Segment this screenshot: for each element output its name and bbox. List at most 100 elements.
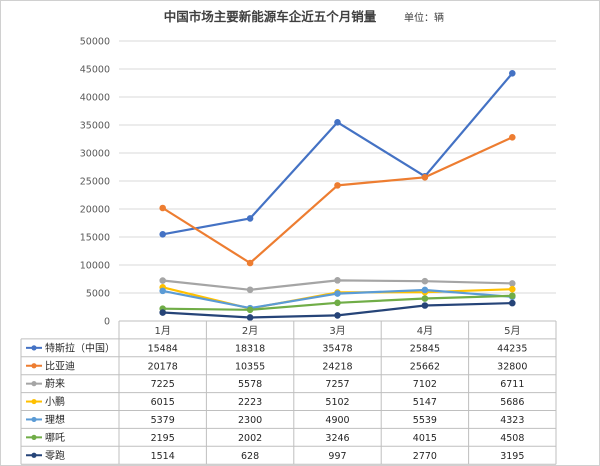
series-5-point-3: [421, 295, 429, 302]
data-label-1-4: 32800: [497, 361, 527, 372]
data-label-6-2: 997: [328, 451, 346, 462]
data-label-4-1: 2300: [238, 415, 262, 426]
series-group: [159, 69, 516, 321]
y-tick-label-5: 25000: [80, 177, 110, 188]
series-5-point-1: [246, 306, 254, 314]
series-6-point-4: [509, 299, 516, 307]
data-label-2-2: 7257: [325, 379, 349, 390]
y-tick-label-8: 40000: [80, 93, 110, 104]
series-1-point-0: [159, 204, 166, 212]
y-tick-label-1: 5000: [86, 289, 110, 300]
data-label-0-0: 15484: [148, 343, 178, 354]
series-0-point-4: [509, 69, 516, 77]
series-1-point-4: [509, 134, 516, 141]
series-0-point-1: [246, 215, 254, 222]
legend-label-1: 比亚迪: [45, 360, 75, 372]
data-label-5-3: 4015: [413, 433, 437, 444]
series-5-point-2: [334, 299, 341, 307]
data-label-6-4: 3195: [500, 451, 524, 462]
data-label-3-4: 5686: [500, 397, 524, 408]
series-6-point-0: [159, 309, 166, 316]
y-tick-label-4: 20000: [80, 205, 110, 216]
legend-label-5: 哪吒: [45, 432, 65, 444]
data-label-1-2: 24218: [322, 361, 352, 372]
data-label-1-0: 20178: [148, 361, 178, 372]
y-tick-label-6: 30000: [80, 149, 110, 160]
series-2-point-2: [334, 277, 341, 284]
data-label-2-0: 7225: [151, 379, 175, 390]
gridlines: [119, 40, 556, 294]
series-2-point-0: [159, 277, 166, 284]
series-6-point-1: [246, 314, 254, 321]
legend-marker-6: [31, 452, 37, 458]
data-label-5-1: 2002: [238, 433, 262, 444]
data-label-0-2: 35478: [322, 343, 352, 354]
data-label-1-1: 10355: [235, 361, 265, 372]
series-2-point-1: [246, 286, 254, 294]
data-label-4-0: 5379: [151, 415, 175, 426]
data-label-0-1: 18318: [235, 343, 265, 354]
series-1-point-2: [334, 182, 341, 189]
data-label-0-4: 44235: [497, 343, 527, 354]
series-6-point-3: [421, 302, 429, 309]
series-2-point-3: [421, 277, 429, 285]
data-label-4-2: 4900: [325, 415, 349, 426]
data-label-3-1: 2223: [238, 397, 262, 408]
data-label-1-3: 25662: [410, 361, 440, 372]
data-label-6-0: 1514: [151, 451, 175, 462]
legend-label-0: 特斯拉（中国）: [45, 341, 115, 354]
legend-label-4: 理想: [45, 413, 65, 426]
y-tick-label-7: 35000: [80, 121, 110, 132]
data-label-3-0: 6015: [151, 397, 175, 408]
data-label-2-4: 6711: [500, 379, 524, 390]
x-tick-label-1: 2月: [242, 325, 258, 337]
chart-title: 中国市场主要新能源车企近五个月销量: [164, 9, 377, 24]
legend-marker-3: [31, 398, 37, 405]
y-tick-label-2: 10000: [80, 261, 110, 272]
x-tick-label-0: 1月: [155, 325, 171, 337]
y-tick-label-0: 0: [104, 317, 110, 328]
data-label-5-2: 3246: [325, 433, 349, 444]
legend-marker-5: [31, 434, 37, 440]
series-5-point-4: [509, 292, 516, 300]
data-label-5-4: 4508: [500, 433, 524, 444]
data-label-4-3: 5539: [413, 415, 437, 426]
series-6-point-2: [334, 312, 341, 319]
legend-marker-0: [31, 345, 37, 351]
series-2-point-4: [509, 280, 516, 287]
legend-marker-2: [31, 381, 37, 387]
legend-marker-1: [31, 363, 37, 369]
series-4-point-0: [159, 287, 166, 295]
legend-label-3: 小鹏: [45, 395, 65, 408]
series-0-point-2: [334, 119, 341, 126]
data-label-3-2: 5102: [325, 397, 349, 408]
series-4-point-2: [334, 290, 341, 297]
data-label-2-1: 5578: [238, 379, 262, 390]
series-4-point-3: [421, 286, 429, 294]
x-tick-label-3: 4月: [417, 325, 433, 337]
series-3-point-4: [509, 285, 516, 293]
unit-label: 单位：辆: [404, 11, 444, 24]
data-label-4-4: 4323: [500, 415, 524, 426]
series-0-point-0: [159, 230, 166, 238]
x-tick-label-4: 5月: [504, 325, 520, 337]
x-tick-label-2: 3月: [329, 325, 345, 337]
series-line-1: [162, 136, 513, 265]
legend-label-2: 蔚来: [45, 378, 65, 390]
series-1-point-3: [421, 173, 429, 181]
data-label-5-0: 2195: [151, 433, 175, 444]
data-label-6-1: 628: [241, 451, 259, 462]
series-1-point-1: [246, 259, 254, 267]
data-label-3-3: 5147: [413, 397, 437, 408]
y-tick-label-10: 50000: [80, 37, 110, 48]
y-tick-label-9: 45000: [80, 65, 110, 76]
data-label-2-3: 7102: [413, 379, 437, 390]
legend-marker-4: [31, 416, 37, 423]
y-tick-label-3: 15000: [80, 233, 110, 244]
data-label-0-3: 25845: [410, 343, 440, 354]
legend-label-6: 零跑: [45, 449, 65, 462]
data-label-6-3: 2770: [413, 451, 437, 462]
